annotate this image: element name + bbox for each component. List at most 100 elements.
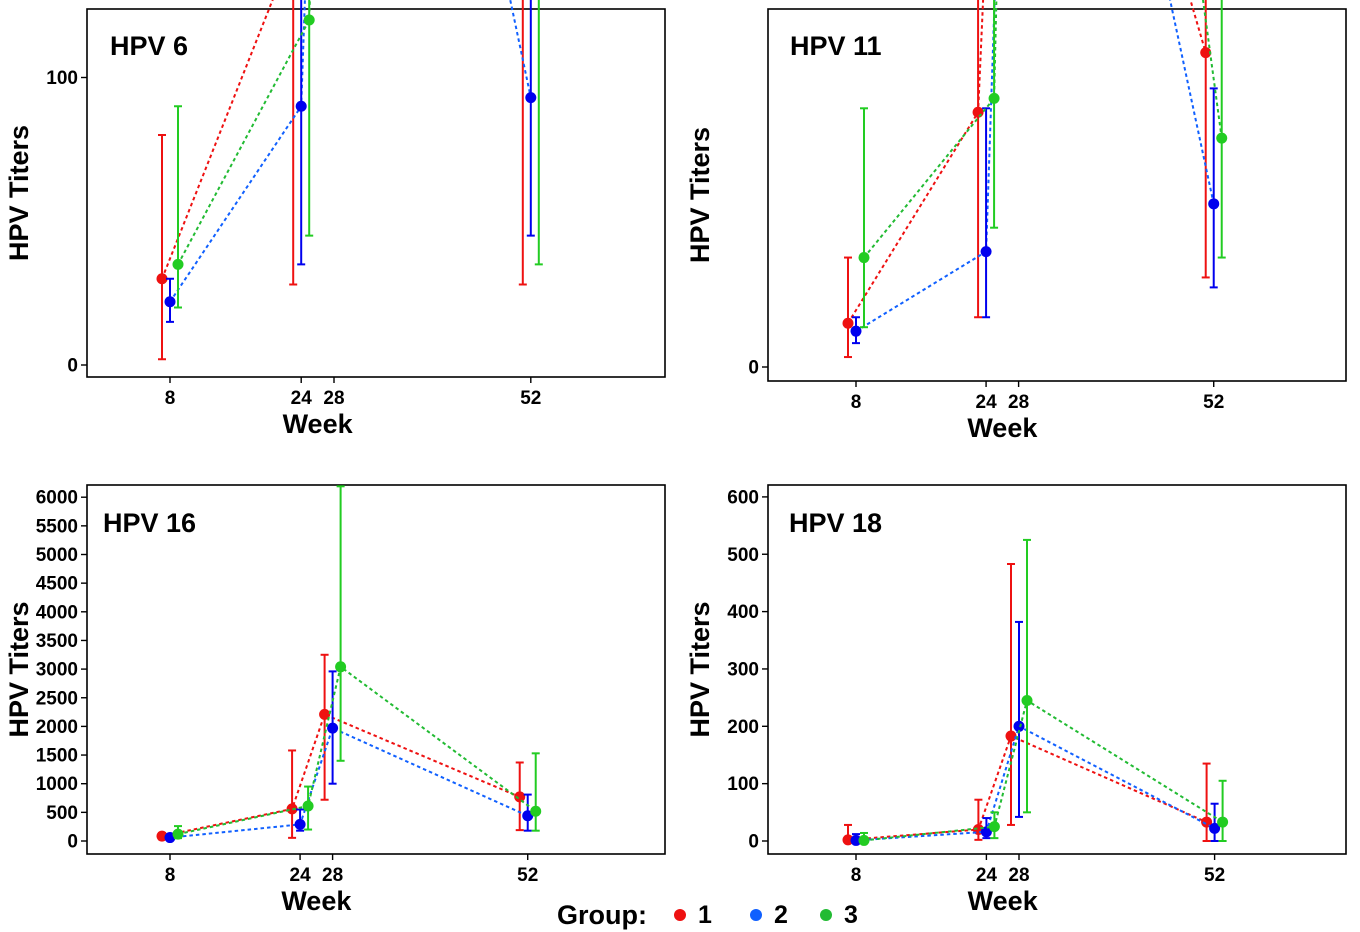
data-point bbox=[172, 828, 184, 840]
legend-label-3: 3 bbox=[844, 901, 858, 929]
x-axis-label: Week bbox=[968, 886, 1039, 916]
y-tick-label: 1500 bbox=[36, 746, 78, 767]
series-line bbox=[863, 698, 1224, 842]
series-line bbox=[177, 0, 311, 265]
plot-frame bbox=[767, 484, 1347, 855]
series-line bbox=[863, 0, 1223, 259]
panel-title: HPV 11 bbox=[790, 31, 882, 61]
data-point bbox=[1200, 47, 1212, 59]
data-point bbox=[1013, 720, 1025, 732]
legend-marker-2 bbox=[750, 909, 762, 921]
y-tick-label: 0 bbox=[67, 356, 78, 377]
data-point bbox=[530, 805, 542, 817]
x-tick-label: 28 bbox=[1008, 865, 1029, 886]
series-line bbox=[847, 734, 1208, 841]
x-tick-label: 28 bbox=[322, 865, 343, 886]
data-point bbox=[286, 803, 298, 815]
data-point bbox=[522, 810, 534, 822]
series-group-1 bbox=[156, 0, 527, 361]
series-line bbox=[855, 724, 1216, 842]
y-tick-label: 5500 bbox=[36, 516, 78, 537]
y-axis-label: HPV Titers bbox=[4, 125, 34, 261]
panel-title: HPV 18 bbox=[789, 508, 882, 538]
data-point bbox=[525, 92, 537, 104]
x-axis-label: Week bbox=[283, 409, 354, 439]
series-group-3 bbox=[172, 0, 543, 309]
data-point bbox=[858, 834, 870, 846]
series-group-2 bbox=[850, 620, 1221, 846]
x-tick-label: 28 bbox=[323, 388, 344, 409]
panel-hpv-16: HPV 16 0 500 1000 1500 2000 2500 3000 3500 4000 45… bbox=[4, 484, 666, 916]
x-tick-label: 24 bbox=[290, 865, 312, 886]
y-tick-label: 4000 bbox=[36, 602, 78, 623]
panel-hpv-18: HPV 18 0 100 200 300 400 500 600 8 24 28 52 Week HPV … bbox=[685, 484, 1347, 916]
data-point bbox=[335, 661, 347, 673]
y-tick-label: 0 bbox=[748, 832, 759, 853]
y-tick-label: 2000 bbox=[36, 717, 78, 738]
data-point bbox=[295, 100, 307, 112]
x-tick-label: 52 bbox=[1203, 392, 1224, 413]
y-tick-label: 6000 bbox=[36, 488, 78, 509]
data-point bbox=[850, 325, 862, 337]
panel-hpv-11: HPV 110200400600800100012001400160018008… bbox=[685, 0, 1347, 443]
y-tick-label: 500 bbox=[727, 545, 759, 566]
plot-frame bbox=[86, 8, 666, 378]
x-axis-label: Week bbox=[281, 886, 352, 916]
data-point bbox=[972, 106, 984, 118]
data-point bbox=[514, 791, 526, 803]
series-line bbox=[169, 0, 532, 303]
x-tick-label: 24 bbox=[291, 388, 313, 409]
y-tick-label: 100 bbox=[727, 774, 759, 795]
data-point bbox=[327, 722, 339, 734]
data-point bbox=[1216, 132, 1228, 144]
data-point bbox=[164, 296, 176, 308]
x-tick-label: 8 bbox=[165, 865, 176, 886]
legend-label-2: 2 bbox=[774, 901, 788, 929]
series-group-3 bbox=[858, 538, 1229, 846]
data-point bbox=[980, 826, 992, 838]
x-tick-label: 8 bbox=[851, 865, 862, 886]
data-point bbox=[988, 821, 1000, 833]
series-group-2 bbox=[164, 670, 534, 844]
legend-title: Group: bbox=[557, 900, 647, 930]
y-tick-label: 500 bbox=[46, 803, 78, 824]
series-line bbox=[169, 726, 529, 839]
data-point bbox=[303, 14, 315, 26]
y-axis-label: HPV Titers bbox=[4, 601, 34, 737]
y-tick-label: 0 bbox=[67, 832, 78, 853]
x-tick-label: 28 bbox=[1008, 392, 1029, 413]
data-point bbox=[980, 246, 992, 258]
series-group-2 bbox=[164, 0, 537, 323]
y-tick-label: 400 bbox=[727, 602, 759, 623]
y-tick-label: 4500 bbox=[36, 574, 78, 595]
y-tick-label: 2500 bbox=[36, 688, 78, 709]
y-tick-label: 200 bbox=[727, 717, 759, 738]
series-line bbox=[847, 0, 1207, 324]
data-point bbox=[850, 834, 862, 846]
y-tick-label: 0 bbox=[748, 358, 759, 379]
panel-title: HPV 6 bbox=[110, 31, 188, 61]
y-tick-label: 3000 bbox=[36, 660, 78, 681]
series-line bbox=[177, 665, 537, 836]
x-tick-label: 24 bbox=[976, 392, 998, 413]
legend-marker-3 bbox=[820, 909, 832, 921]
legend-marker-1 bbox=[674, 909, 686, 921]
series-line bbox=[161, 0, 274, 280]
x-tick-label: 52 bbox=[517, 865, 538, 886]
x-axis-label: Week bbox=[967, 413, 1038, 443]
data-point bbox=[172, 258, 184, 270]
y-tick-label: 5000 bbox=[36, 545, 78, 566]
legend-label-1: 1 bbox=[698, 901, 712, 929]
x-tick-label: 24 bbox=[976, 865, 998, 886]
data-point bbox=[988, 92, 1000, 104]
series-group-3 bbox=[172, 485, 542, 840]
plot-frame bbox=[767, 8, 1347, 382]
series-group-1 bbox=[842, 0, 1212, 359]
data-point bbox=[1021, 694, 1033, 706]
x-tick-label: 8 bbox=[165, 388, 176, 409]
y-axis-label: HPV Titers bbox=[685, 127, 715, 263]
data-point bbox=[156, 273, 168, 285]
data-point bbox=[294, 818, 306, 830]
y-tick-label: 300 bbox=[727, 659, 759, 680]
